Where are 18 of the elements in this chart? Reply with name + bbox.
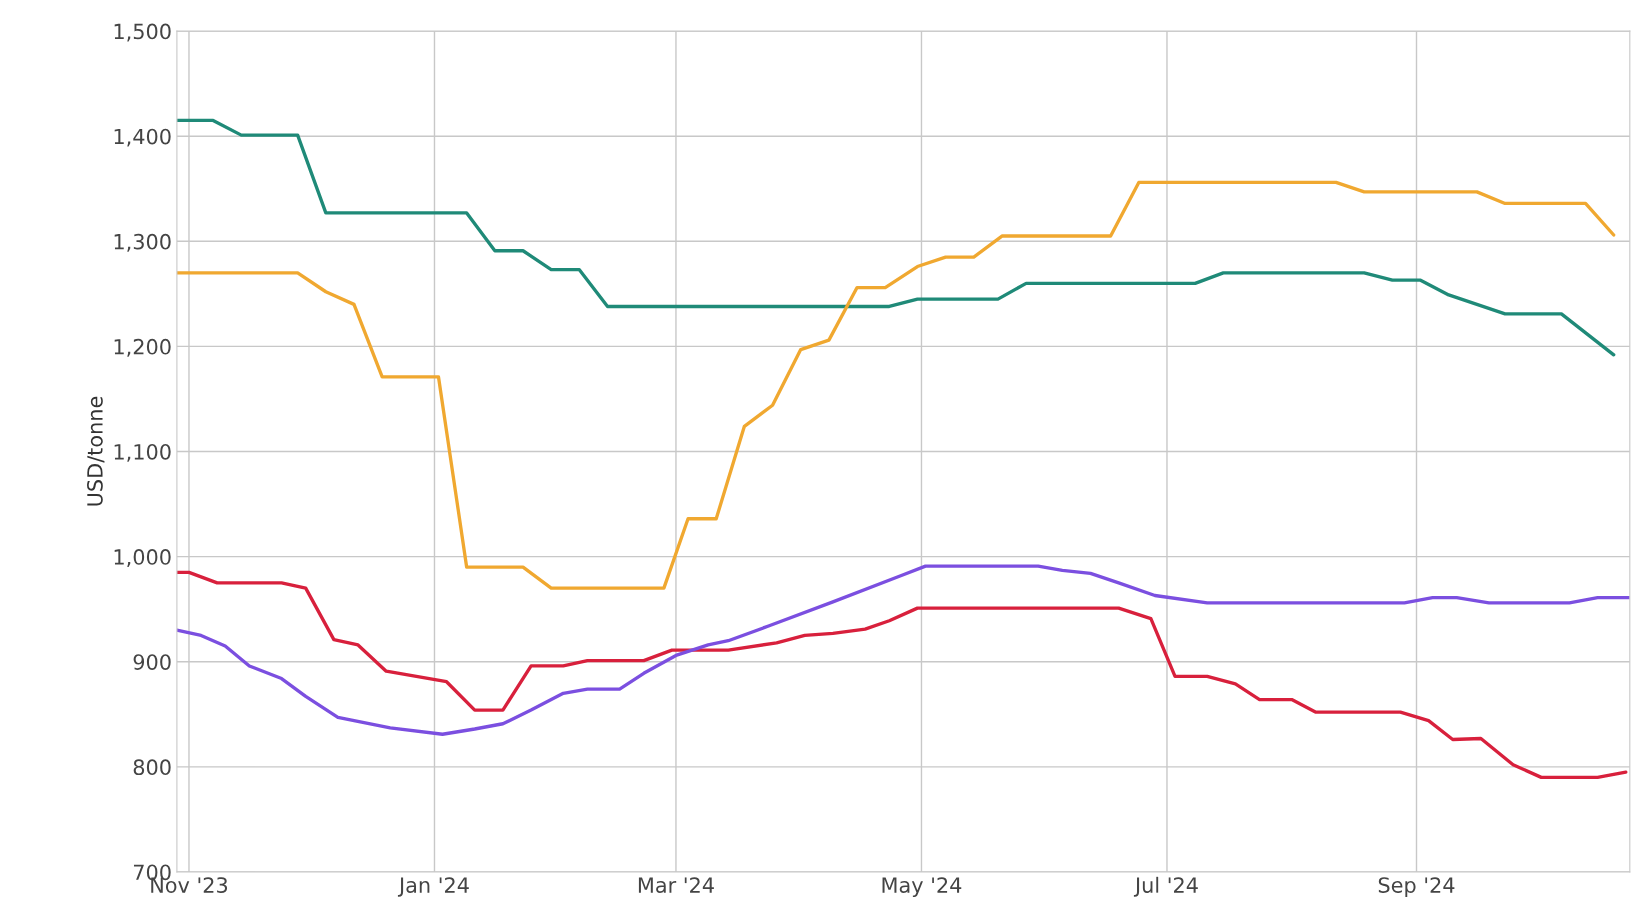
y-tick-label: 1,200 [114,338,171,357]
y-tick-label: 800 [133,759,171,776]
y-tick-label: 1,000 [114,549,171,567]
line-series [176,180,1616,590]
line-series [176,564,1630,736]
line-series [176,118,1616,357]
y-tick-label: 1,300 [114,233,171,252]
y-tick-label: 1,400 [114,128,171,147]
x-tick-label: Jul '24 [1133,876,1198,897]
x-tick-label: May '24 [882,877,962,897]
line-series [176,570,1628,780]
y-tick-label: 900 [133,654,171,670]
x-tick-label: Jan '24 [397,877,469,897]
y-tick-label: 1,500 [114,23,171,42]
x-tick-label: Mar '24 [638,877,714,893]
x-tick-label: Sep '24 [1378,877,1455,897]
y-axis-title: USD/tonne [87,396,105,506]
y-tick-label: 1,100 [114,443,171,462]
